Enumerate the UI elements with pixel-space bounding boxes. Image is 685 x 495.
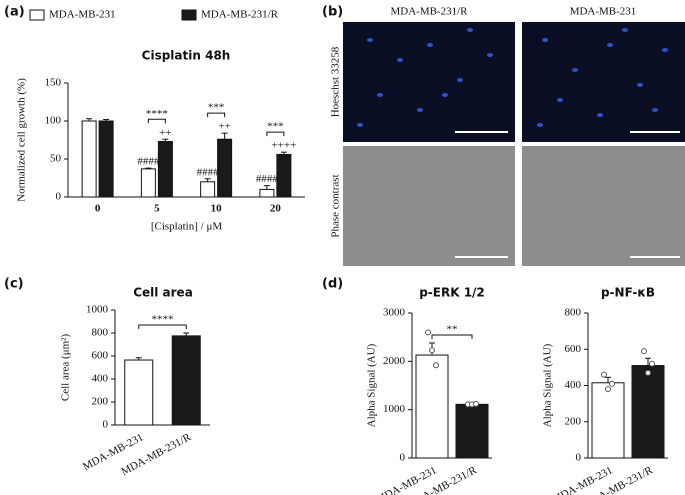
y-tick-label: 100 xyxy=(45,115,62,127)
comparison-bracket xyxy=(266,131,285,137)
legend-label: MDA-MB-231 xyxy=(49,9,116,21)
y-tick-label: 150 xyxy=(45,77,62,89)
comparison-label: ** xyxy=(447,323,458,335)
y-tick-label: 600 xyxy=(92,350,109,362)
y-tick-label: 1000 xyxy=(86,304,109,316)
y-tick-label: 800 xyxy=(92,327,109,339)
y-axis-label: Alpha Signal (AU) xyxy=(542,343,554,427)
row-label: Hoeschst 33258 xyxy=(330,46,342,117)
data-point xyxy=(473,400,479,407)
bar xyxy=(171,335,201,426)
y-axis-label: Alpha Signal (AU) xyxy=(366,343,378,427)
bar xyxy=(591,382,625,459)
image xyxy=(522,22,685,142)
x-tick-label: 0 xyxy=(95,203,101,215)
y-tick-label: 0 xyxy=(400,452,406,464)
significance-label: ++ xyxy=(218,121,230,133)
significance-label: #### xyxy=(137,156,160,168)
bar xyxy=(455,403,489,459)
y-tick-label: 1000 xyxy=(383,403,406,415)
comparison-label: *** xyxy=(267,121,284,133)
y-tick-label: 400 xyxy=(92,373,109,385)
scale-bars xyxy=(455,131,680,258)
chart-title: Cisplatin 48h xyxy=(142,49,231,63)
x-axis-label: [Cisplatin] / μM xyxy=(151,221,223,233)
y-tick-label: 0 xyxy=(56,191,62,203)
data-point xyxy=(645,369,651,376)
y-tick-label: 50 xyxy=(50,153,62,165)
comparison-label: *** xyxy=(208,102,225,114)
data-point xyxy=(605,386,611,393)
data-point xyxy=(429,347,435,354)
x-tick-label: 20 xyxy=(270,203,282,215)
legend-swatch xyxy=(29,9,45,21)
y-axis-label: Cell area (μm²) xyxy=(60,334,72,402)
nuclei xyxy=(357,28,668,127)
comparison-label: **** xyxy=(152,314,174,326)
y-axis-label: Normalized cell growth (%) xyxy=(16,78,28,202)
bar xyxy=(631,365,665,459)
y-tick-label: 3000 xyxy=(383,307,406,319)
chart-title: p-NF-κB xyxy=(601,286,655,300)
bar xyxy=(415,354,449,459)
x-tick-label: 10 xyxy=(211,203,223,215)
bar xyxy=(124,359,154,426)
bar xyxy=(98,120,114,198)
legend-swatch xyxy=(181,9,197,21)
x-tick-label: 5 xyxy=(154,203,160,215)
chart-title: p-ERK 1/2 xyxy=(419,286,485,300)
bar xyxy=(217,138,233,198)
y-tick-label: 400 xyxy=(565,379,582,391)
y-tick-label: 2000 xyxy=(383,355,406,367)
panel-label: (b) xyxy=(322,5,343,20)
y-tick-label: 800 xyxy=(565,307,582,319)
y-tick-label: 200 xyxy=(92,396,109,408)
bar xyxy=(81,120,97,198)
chart-title: Cell area xyxy=(133,286,193,300)
micrographs xyxy=(343,22,685,266)
panel-label: (d) xyxy=(322,277,343,292)
comparison-label: **** xyxy=(146,108,168,120)
comparison-bracket xyxy=(207,112,226,118)
data-point xyxy=(433,362,439,369)
data-point xyxy=(641,348,647,355)
bar xyxy=(259,188,275,198)
comparison-bracket xyxy=(138,324,187,329)
data-point xyxy=(601,371,607,378)
bar xyxy=(157,141,173,198)
significance-label: ++ xyxy=(159,127,171,139)
comparison-bracket xyxy=(147,118,166,124)
image xyxy=(343,22,515,142)
data-point xyxy=(425,329,431,336)
column-label: MDA-MB-231/R xyxy=(390,6,468,18)
panel-label: (c) xyxy=(4,277,24,292)
significance-label: #### xyxy=(256,173,279,185)
data-point xyxy=(649,360,655,367)
bar xyxy=(200,181,216,198)
bar xyxy=(140,168,156,198)
row-label: Phase contrast xyxy=(330,174,342,237)
y-tick-label: 0 xyxy=(576,452,582,464)
image xyxy=(522,146,685,266)
bar xyxy=(276,153,292,198)
image xyxy=(343,146,515,266)
y-tick-label: 0 xyxy=(103,419,109,431)
column-label: MDA-MB-231 xyxy=(570,6,637,18)
comparison-bracket xyxy=(431,334,473,339)
significance-label: ++++ xyxy=(271,140,296,152)
y-tick-label: 200 xyxy=(565,415,582,427)
significance-label: #### xyxy=(197,166,220,178)
legend-label: MDA-MB-231/R xyxy=(201,9,279,21)
y-tick-label: 600 xyxy=(565,343,582,355)
data-point xyxy=(609,380,615,387)
panel-label: (a) xyxy=(4,5,25,20)
